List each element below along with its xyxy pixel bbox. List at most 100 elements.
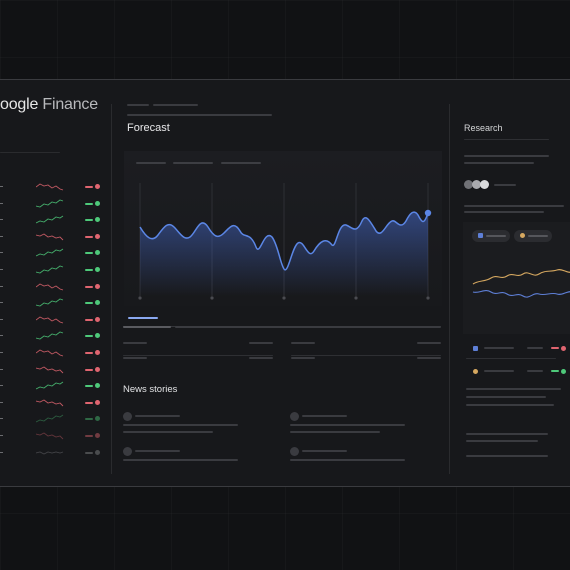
- news-headline-placeholder[interactable]: [290, 431, 380, 433]
- up-dot-icon: [95, 383, 100, 389]
- ticker-placeholder: [0, 318, 3, 320]
- research-text-placeholder: [466, 388, 561, 390]
- brand-logo[interactable]: oogle Finance: [0, 96, 98, 114]
- change-pill: [85, 269, 93, 271]
- change-pill: [85, 451, 93, 454]
- research-title: Research: [464, 123, 503, 133]
- watchlist-row[interactable]: [0, 364, 108, 376]
- down-dot-icon: [95, 233, 100, 239]
- research-text-placeholder: [464, 155, 549, 157]
- news-headline-placeholder[interactable]: [123, 459, 238, 461]
- sparkline: [36, 316, 64, 324]
- compare-chip-orange[interactable]: [514, 230, 552, 242]
- change-pill: [85, 285, 93, 288]
- watchlist-row[interactable]: [0, 264, 108, 276]
- down-dot-icon: [95, 184, 100, 189]
- research-header-divider: [464, 139, 549, 140]
- ticker-placeholder: [0, 235, 3, 237]
- research-text-placeholder: [464, 211, 544, 213]
- sparkline: [36, 215, 64, 224]
- up-dot-icon: [95, 333, 100, 339]
- forecast-chart: [124, 151, 442, 306]
- subtitle-placeholder: [127, 114, 272, 116]
- news-headline-placeholder[interactable]: [123, 424, 238, 426]
- news-headline-placeholder[interactable]: [290, 459, 405, 461]
- sparkline: [36, 349, 64, 357]
- watchlist-row[interactable]: [0, 231, 108, 243]
- change-pill: [85, 252, 93, 255]
- watchlist-row[interactable]: [0, 413, 108, 425]
- change-pill: [85, 302, 93, 305]
- table-row-divider: [123, 355, 273, 356]
- news-headline-placeholder[interactable]: [123, 431, 213, 433]
- sparkline: [36, 233, 64, 241]
- compare-chip-blue[interactable]: [472, 230, 510, 242]
- research-text-placeholder: [466, 396, 546, 398]
- sparkline: [36, 366, 64, 373]
- watchlist-row[interactable]: [0, 314, 108, 326]
- breadcrumb-placeholder: [153, 104, 198, 106]
- research-text-placeholder: [466, 455, 548, 457]
- ticker-placeholder: [0, 252, 3, 254]
- sparkline: [36, 381, 64, 390]
- research-text-placeholder: [466, 440, 538, 442]
- legend-value-placeholder: [527, 347, 543, 349]
- left-column-divider: [111, 104, 112, 474]
- watchlist-row[interactable]: [0, 181, 108, 193]
- legend-blue-square-icon: [473, 346, 478, 351]
- sparkline: [36, 298, 64, 307]
- table-cell-placeholder: [417, 357, 441, 359]
- table-row-divider: [291, 355, 441, 356]
- forecast-tab-active[interactable]: [128, 317, 158, 319]
- watchlist-row[interactable]: [0, 380, 108, 392]
- watchlist-row[interactable]: [0, 397, 108, 409]
- watchlist-row[interactable]: [0, 247, 108, 259]
- orange-dot-icon: [520, 233, 525, 238]
- news-source-icon: [123, 412, 132, 421]
- legend-change-pill: [551, 370, 559, 372]
- change-pill: [85, 318, 93, 321]
- up-dot-icon: [95, 200, 100, 206]
- table-cell-placeholder: [123, 357, 147, 359]
- table-cell-placeholder: [291, 342, 315, 344]
- ticker-placeholder: [0, 435, 3, 436]
- forecast-line: [139, 211, 429, 271]
- avatar-white-icon: [480, 180, 489, 189]
- ticker-placeholder: [0, 451, 3, 453]
- legend-change-pill: [551, 347, 559, 349]
- ticker-placeholder: [0, 302, 3, 304]
- avatar-gray-icon: [464, 180, 473, 189]
- news-headline-placeholder[interactable]: [290, 424, 405, 426]
- ticker-placeholder: [0, 368, 3, 370]
- news-source-icon: [290, 412, 299, 421]
- watchlist-row[interactable]: [0, 347, 108, 359]
- down-dot-icon: [95, 283, 100, 289]
- research-text-placeholder: [466, 404, 554, 406]
- watchlist-row[interactable]: [0, 447, 108, 459]
- ticker-placeholder: [0, 335, 3, 337]
- sparkline: [36, 265, 64, 274]
- watchlist-row[interactable]: [0, 297, 108, 309]
- up-dot-icon: [95, 416, 100, 422]
- watchlist-header-divider: [0, 152, 60, 153]
- watchlist-row[interactable]: [0, 214, 108, 226]
- change-pill: [85, 418, 93, 421]
- change-pill: [85, 335, 93, 338]
- change-pill: [85, 385, 93, 388]
- sparkline: [36, 415, 64, 423]
- news-title: News stories: [123, 384, 178, 395]
- up-dot-icon: [95, 267, 100, 272]
- sparkline: [36, 183, 64, 191]
- right-column-divider: [449, 104, 450, 474]
- down-dot-icon: [95, 366, 100, 372]
- compare-series-blue: [472, 290, 570, 298]
- watchlist-row[interactable]: [0, 430, 108, 442]
- up-dot-icon: [95, 300, 100, 306]
- watchlist-row[interactable]: [0, 330, 108, 342]
- forecast-tab-track: [175, 326, 441, 328]
- watchlist-row[interactable]: [0, 198, 108, 210]
- legend-divider: [466, 358, 556, 359]
- sparkline: [36, 399, 64, 407]
- legend-orange-dot-icon: [473, 369, 478, 374]
- watchlist-row[interactable]: [0, 281, 108, 293]
